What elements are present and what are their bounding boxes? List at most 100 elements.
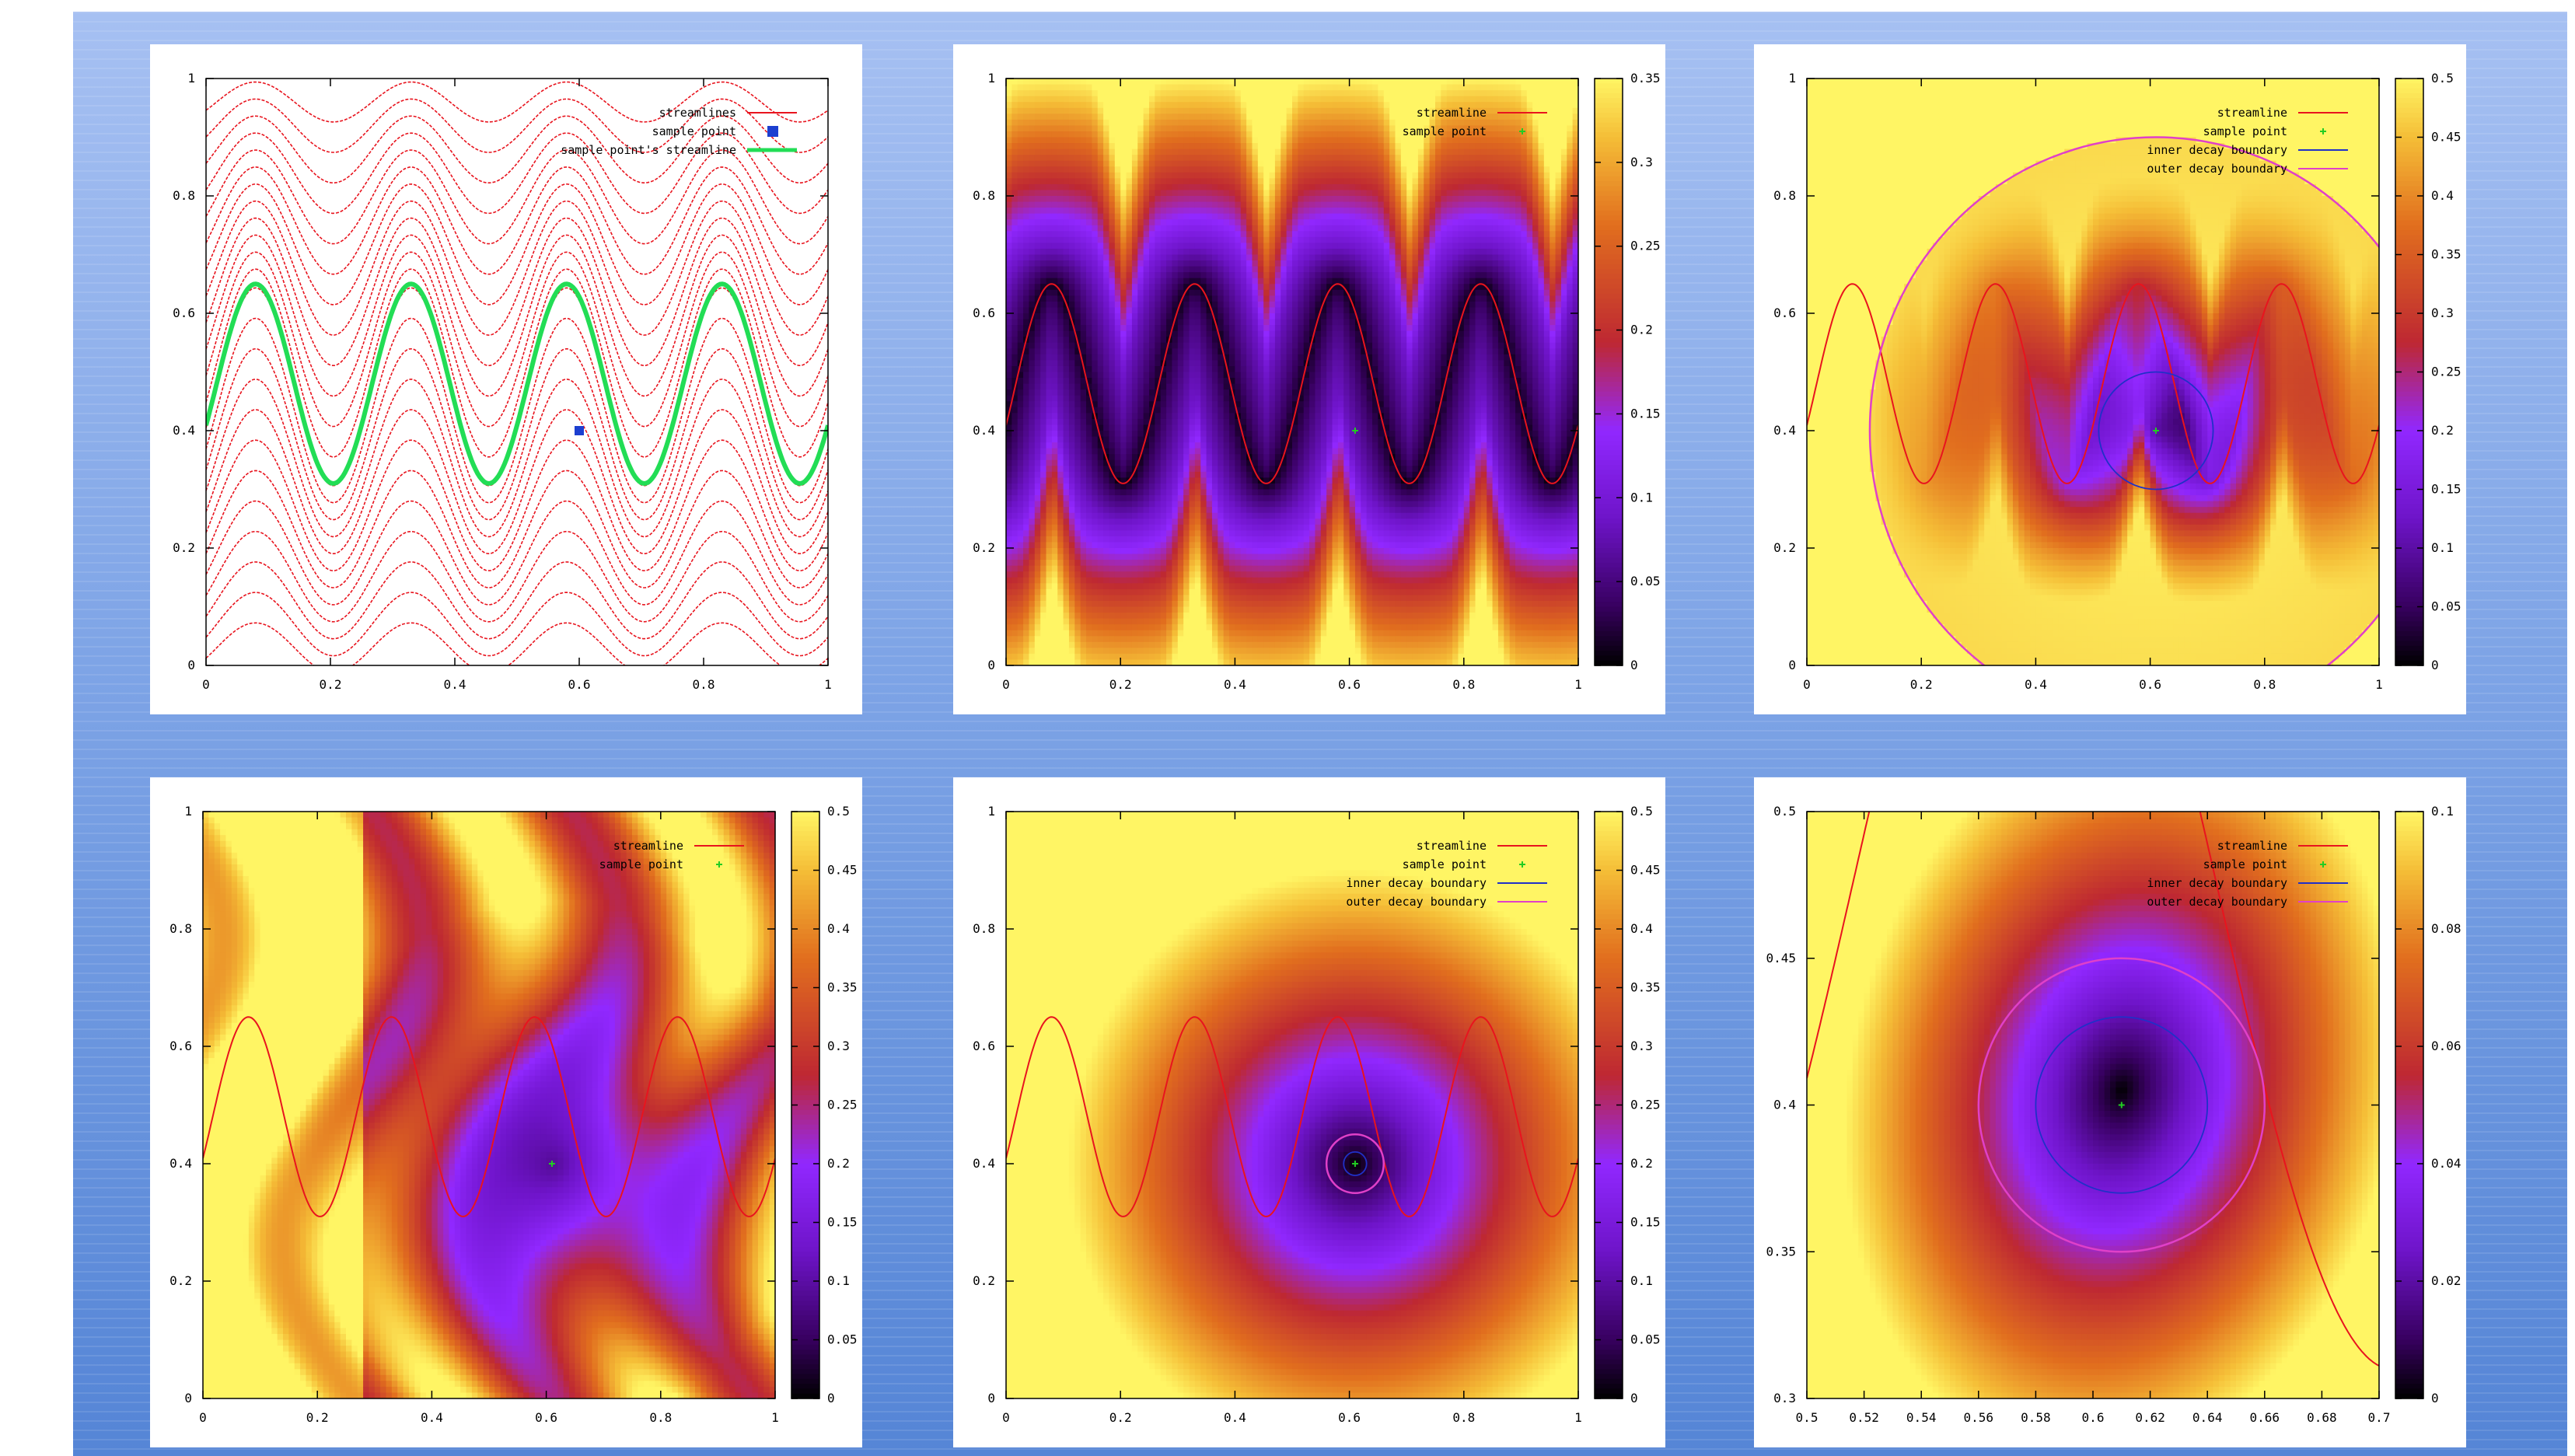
heat-cell bbox=[1120, 183, 1127, 191]
heat-cell bbox=[1068, 442, 1075, 449]
heat-cell bbox=[1246, 125, 1253, 132]
heat-cell bbox=[1274, 454, 1281, 461]
heat-cell bbox=[1274, 577, 1281, 584]
heat-cell bbox=[1074, 360, 1081, 367]
heat-cell bbox=[1109, 119, 1116, 126]
heat-cell bbox=[1006, 190, 1012, 197]
heat-cell bbox=[1074, 284, 1081, 291]
heat-cell bbox=[1166, 595, 1173, 602]
heat-cell bbox=[1097, 307, 1104, 314]
heat-cell bbox=[1029, 90, 1036, 97]
heat-cell bbox=[1200, 266, 1207, 273]
heat-cell bbox=[1177, 407, 1184, 414]
heat-cell bbox=[1172, 131, 1179, 138]
heat-cell bbox=[1097, 325, 1104, 332]
heat-cell bbox=[1240, 565, 1247, 572]
heat-cell bbox=[1229, 342, 1235, 349]
heat-cell bbox=[1051, 84, 1058, 91]
heat-cell bbox=[1155, 365, 1162, 373]
heat-cell bbox=[1281, 208, 1288, 215]
heat-cell bbox=[1080, 489, 1087, 496]
heat-cell bbox=[1149, 172, 1155, 179]
heat-cell bbox=[1092, 272, 1099, 279]
heat-cell bbox=[1103, 471, 1110, 478]
heat-cell bbox=[1120, 337, 1127, 344]
heat-cell bbox=[1080, 548, 1087, 555]
heat-cell bbox=[1235, 477, 1242, 484]
heat-cell bbox=[1194, 143, 1201, 150]
heat-cell bbox=[1246, 272, 1253, 279]
heat-cell bbox=[1223, 260, 1230, 267]
heat-cell bbox=[1149, 360, 1155, 367]
heat-cell bbox=[1240, 113, 1247, 120]
heat-cell bbox=[1240, 213, 1247, 220]
heat-cell bbox=[1017, 588, 1024, 595]
heat-cell bbox=[1114, 354, 1121, 361]
heat-cell bbox=[1109, 254, 1116, 261]
heat-cell bbox=[1229, 418, 1235, 426]
heat-cell bbox=[1257, 536, 1264, 543]
heat-cell bbox=[1235, 236, 1242, 243]
heat-cell bbox=[1046, 295, 1053, 302]
heat-cell bbox=[1155, 501, 1162, 508]
heat-cell bbox=[1160, 624, 1167, 631]
heat-cell bbox=[1092, 319, 1099, 326]
heat-cell bbox=[1126, 113, 1133, 120]
heat-cell bbox=[1068, 436, 1075, 443]
heat-cell bbox=[1006, 160, 1012, 167]
heat-cell bbox=[1074, 495, 1081, 502]
heat-cell bbox=[1281, 284, 1288, 291]
heat-cell bbox=[1097, 530, 1104, 537]
heat-cell bbox=[1235, 489, 1242, 496]
heat-cell bbox=[1006, 606, 1012, 613]
heat-cell bbox=[1034, 348, 1041, 355]
heat-cell bbox=[1257, 231, 1264, 238]
heat-cell bbox=[1177, 113, 1184, 120]
heat-cell bbox=[1263, 125, 1270, 132]
heat-cell bbox=[1120, 178, 1127, 185]
heat-cell bbox=[1126, 519, 1133, 525]
heat-cell bbox=[1240, 519, 1247, 525]
heat-cell bbox=[1200, 501, 1207, 508]
heat-cell bbox=[1194, 653, 1201, 661]
heat-cell bbox=[1057, 248, 1064, 256]
heat-cell bbox=[1137, 278, 1144, 285]
heat-cell bbox=[1172, 160, 1179, 167]
heat-cell bbox=[1252, 407, 1259, 414]
heat-cell bbox=[1240, 648, 1247, 655]
heat-cell bbox=[1051, 107, 1058, 114]
heat-cell bbox=[1235, 354, 1242, 361]
heat-cell bbox=[1074, 272, 1081, 279]
heat-cell bbox=[1206, 284, 1213, 291]
heat-cell bbox=[1281, 272, 1288, 279]
heat-cell bbox=[1080, 606, 1087, 613]
heat-cell bbox=[1086, 102, 1092, 109]
heat-cell bbox=[1034, 119, 1041, 126]
heat-cell bbox=[1023, 495, 1030, 502]
heat-cell bbox=[1183, 231, 1190, 238]
heat-cell bbox=[1166, 530, 1173, 537]
heat-cell bbox=[1143, 477, 1150, 484]
heat-cell bbox=[1034, 272, 1041, 279]
heat-cell bbox=[1137, 471, 1144, 478]
heat-cell bbox=[1029, 477, 1036, 484]
heat-cell bbox=[1155, 119, 1162, 126]
heat-cell bbox=[1218, 407, 1225, 414]
heat-cell bbox=[1200, 471, 1207, 478]
heat-cell bbox=[1051, 278, 1058, 285]
heat-cell bbox=[1023, 219, 1030, 226]
heat-cell bbox=[1189, 653, 1196, 661]
heat-cell bbox=[1029, 360, 1036, 367]
heat-cell bbox=[1229, 471, 1235, 478]
heat-cell bbox=[1017, 131, 1024, 138]
heat-cell bbox=[1281, 648, 1288, 655]
heat-cell bbox=[1194, 113, 1201, 120]
heat-cell bbox=[1137, 354, 1144, 361]
heat-cell bbox=[1137, 284, 1144, 291]
heat-cell bbox=[1206, 260, 1213, 267]
heat-cell bbox=[1206, 236, 1213, 243]
heat-cell bbox=[1080, 466, 1087, 473]
heat-cell bbox=[1235, 160, 1242, 167]
heat-cell bbox=[1229, 512, 1235, 519]
heat-cell bbox=[1281, 225, 1288, 232]
